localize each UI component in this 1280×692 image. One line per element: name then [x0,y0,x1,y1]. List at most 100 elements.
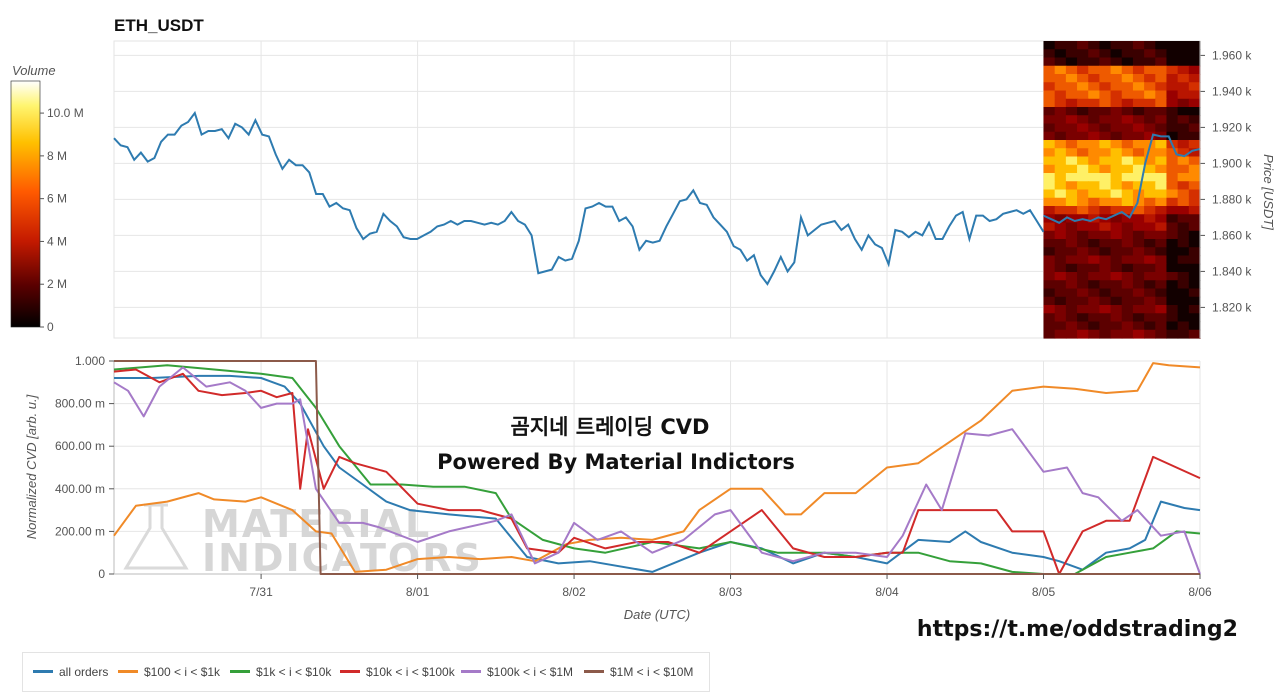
heatmap-cell [1188,140,1201,149]
heatmap-cell [1065,206,1078,215]
heatmap-cell [1155,140,1168,149]
heatmap-cell [1054,214,1067,224]
heatmap-cell [1065,197,1078,207]
heatmap-cell [1188,247,1201,257]
cvd-tick-label: 800.00 m [55,397,105,411]
heatmap-cell [1166,49,1179,59]
legend-item-1k-10k[interactable]: $1k < i < $10k [230,665,331,679]
heatmap-cell [1110,255,1123,265]
heatmap-cell [1077,272,1089,281]
heatmap-price-line [1043,133,1201,224]
heatmap-cell [1188,148,1201,158]
heatmap-cell [1110,230,1123,240]
heatmap-cell [1043,57,1056,67]
heatmap-cell [1166,107,1179,116]
heatmap-cell [1121,197,1134,207]
heatmap-cell [1155,280,1168,290]
heatmap-cell [1121,247,1134,257]
heatmap-cell [1043,123,1056,133]
heatmap-cell [1099,148,1112,158]
telegram-url[interactable]: https://t.me/oddstrading2 [917,617,1238,642]
heatmap-cell [1110,321,1123,331]
heatmap-cell [1099,321,1112,331]
heatmap-cell [1166,164,1179,174]
heatmap-cell [1144,156,1156,166]
legend-item-100-1k[interactable]: $100 < i < $1k [118,665,220,679]
heatmap-cell [1110,57,1123,67]
legend-item-1m-10m[interactable]: $1M < i < $10M [584,665,693,679]
heatmap-cell [1121,222,1134,232]
legend-swatch [584,670,604,674]
heatmap-cell [1110,189,1123,199]
heatmap-cell [1054,41,1067,50]
legend-item-10k-100k[interactable]: $10k < i < $100k [340,665,455,679]
heatmap-cell [1166,296,1179,306]
heatmap-cell [1077,74,1089,83]
legend-item-all-orders[interactable]: all orders [33,665,108,679]
heatmap-cell [1077,263,1089,273]
heatmap-cell [1099,247,1112,257]
heatmap-cell [1065,90,1078,100]
overlay-title: 곰지네 트레이딩 CVD [511,415,710,439]
heatmap-cell [1065,49,1078,59]
heatmap-cell [1177,329,1190,339]
heatmap-cell [1132,131,1145,141]
heatmap-cell [1043,164,1056,174]
heatmap-cell [1077,197,1089,207]
heatmap-cell [1166,313,1179,323]
heatmap-cell [1088,41,1101,50]
heatmap-cell [1188,115,1201,125]
heatmap-cell [1054,197,1067,207]
heatmap-cell [1099,181,1112,191]
heatmap-cell [1188,173,1201,182]
heatmap-cell [1088,107,1101,116]
volume-tick-label: 0 [47,320,54,334]
heatmap-cell [1121,164,1134,174]
heatmap-cell [1088,255,1101,265]
heatmap-cell [1043,156,1056,166]
heatmap-cell [1166,131,1179,141]
heatmap-cell [1132,321,1145,331]
heatmap-cell [1099,57,1112,67]
heatmap-cell [1110,214,1123,224]
heatmap-cell [1099,239,1112,248]
heatmap-cell [1065,148,1078,158]
heatmap-cell [1166,65,1179,75]
heatmap-cell [1177,156,1190,166]
heatmap-cell [1155,107,1168,116]
heatmap-cell [1188,156,1201,166]
heatmap-cell [1132,296,1145,306]
heatmap-cell [1088,164,1101,174]
heatmap-cell [1110,222,1123,232]
heatmap-cell [1132,173,1145,182]
heatmap-cell [1054,82,1067,92]
heatmap-cell [1177,90,1190,100]
heatmap-cell [1088,247,1101,257]
heatmap-cell [1166,206,1179,215]
heatmap-cell [1144,296,1156,306]
heatmap-cell [1054,288,1067,298]
heatmap-cell [1144,247,1156,257]
heatmap-cell [1043,288,1056,298]
heatmap-cell [1099,222,1112,232]
heatmap-cell [1166,115,1179,125]
heatmap-cell [1043,206,1056,215]
heatmap-cell [1132,41,1145,50]
heatmap-cell [1088,197,1101,207]
heatmap-cell [1177,255,1190,265]
heatmap-cell [1099,197,1112,207]
heatmap-cell [1155,98,1168,108]
heatmap-cell [1166,255,1179,265]
heatmap-cell [1077,107,1089,116]
heatmap-cell [1144,41,1156,50]
legend-swatch [340,670,360,674]
heatmap-cell [1155,255,1168,265]
heatmap-cell [1121,131,1134,141]
heatmap-cell [1110,313,1123,323]
heatmap-cell [1099,329,1112,339]
heatmap-cell [1065,140,1078,149]
legend-item-100k-1m[interactable]: $100k < i < $1M [461,665,573,679]
volume-tick-label: 2 M [47,277,67,291]
heatmap-cell [1144,74,1156,83]
heatmap-cell [1088,65,1101,75]
